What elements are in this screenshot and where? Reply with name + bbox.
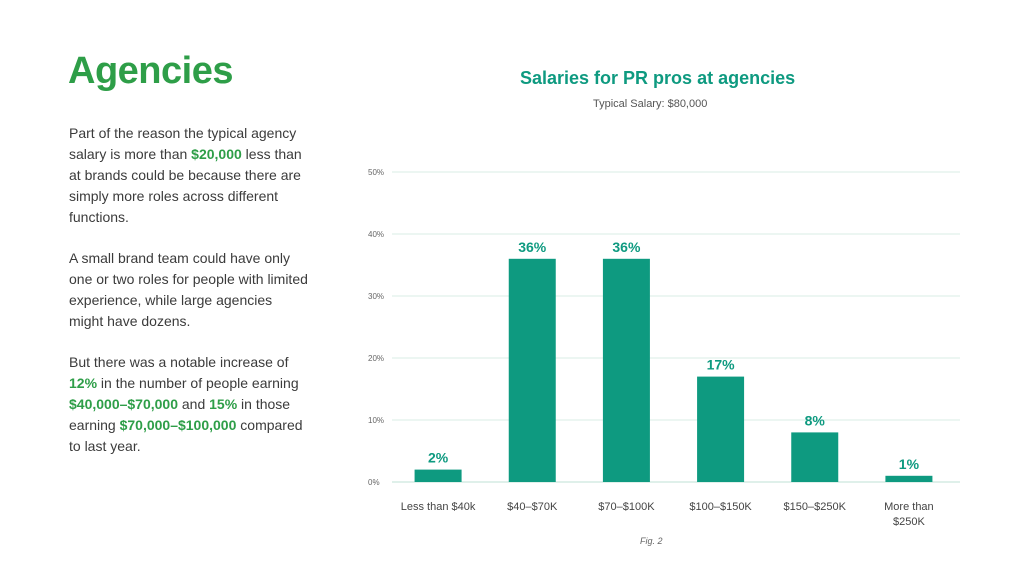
x-tick-label: More than $250K	[884, 501, 934, 528]
x-tick-label: $40–$70K	[507, 501, 558, 513]
figure-caption: Fig. 2	[640, 536, 663, 546]
y-tick-label: 10%	[368, 416, 384, 425]
bar	[885, 475, 933, 482]
chart-title: Salaries for PR pros at agencies	[520, 68, 796, 88]
paragraph-1: Part of the reason the typical agency sa…	[69, 125, 302, 225]
bar	[414, 469, 462, 482]
bar	[602, 258, 650, 482]
x-tick-label: Less than $40k	[401, 501, 476, 513]
data-label: 17%	[707, 357, 736, 373]
chart-subtitle: Typical Salary: $80,000	[593, 98, 708, 110]
data-label: 1%	[899, 456, 920, 472]
data-label: 2%	[428, 450, 449, 466]
x-tick-label: $100–$150K	[689, 501, 752, 513]
data-label: 36%	[518, 239, 547, 255]
y-tick-label: 30%	[368, 292, 384, 301]
paragraph-3: But there was a notable increase of 12% …	[69, 354, 303, 454]
bar	[791, 432, 839, 482]
bar	[508, 258, 556, 482]
paragraph-2: A small brand team could have only one o…	[69, 250, 308, 329]
body-text: Part of the reason the typical agency sa…	[69, 123, 309, 477]
y-tick-label: 0%	[368, 478, 380, 487]
x-tick-label: $70–$100K	[598, 501, 655, 513]
data-label: 8%	[805, 412, 826, 428]
y-tick-label: 40%	[368, 230, 384, 239]
data-label: 36%	[612, 239, 641, 255]
x-tick-label: $150–$250K	[784, 501, 847, 513]
y-tick-label: 20%	[368, 354, 384, 363]
page-title: Agencies	[68, 50, 233, 92]
y-tick-label: 50%	[368, 168, 384, 177]
bar	[697, 376, 745, 482]
